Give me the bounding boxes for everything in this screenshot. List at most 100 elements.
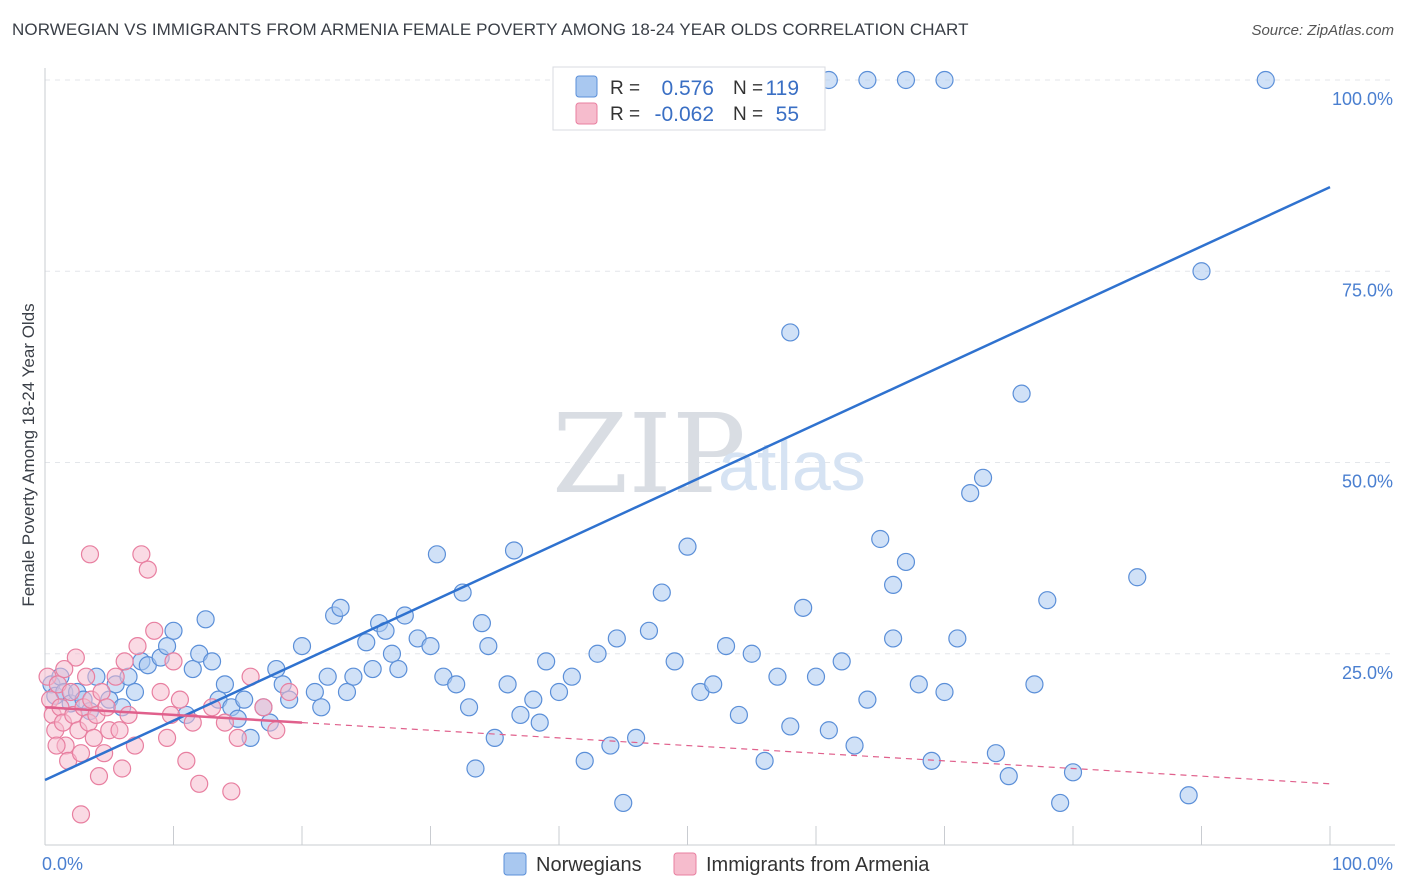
source-credit: Source: ZipAtlas.com <box>1251 22 1394 39</box>
trend-line-norwegians <box>44 185 1331 782</box>
armenia-point-15 <box>77 667 96 686</box>
armenia-point-27 <box>119 705 138 725</box>
bottom-legend-label-armenia: Immigrants from Armenia <box>706 854 930 876</box>
norwegian-point-90 <box>832 652 851 671</box>
armenia-point-40 <box>222 782 241 801</box>
legend-n-label-1: N = <box>733 78 763 99</box>
norwegian-point-52 <box>427 545 447 564</box>
norwegian-point-58 <box>472 614 491 633</box>
y-tick-labels: 25.0% 50.0% 75.0% 100.0% <box>1332 89 1393 683</box>
norwegian-point-110 <box>1179 786 1198 805</box>
norwegian-point-40 <box>331 598 350 617</box>
x-tick-label-1: 100.0% <box>1332 854 1393 874</box>
norwegian-point-72 <box>607 629 626 648</box>
bottom-legend-swatch-armenia <box>673 852 697 876</box>
armenia-point-23 <box>97 698 116 717</box>
armenia-point-34 <box>164 652 183 671</box>
armenia-point-49 <box>183 713 202 732</box>
norwegian-point-85 <box>768 667 787 686</box>
norwegian-point-76 <box>652 583 671 602</box>
norwegian-point-18 <box>164 621 183 640</box>
armenia-point-45 <box>280 682 299 702</box>
armenia-point-54 <box>128 636 147 656</box>
norwegian-point-74 <box>626 728 646 748</box>
norwegian-point-103 <box>999 767 1018 786</box>
norwegian-point-75 <box>639 621 659 640</box>
norwegian-point-119 <box>883 575 903 595</box>
norwegian-point-71 <box>601 736 620 755</box>
norwegian-point-105 <box>1025 675 1044 694</box>
norwegian-point-94 <box>883 629 903 648</box>
norwegian-point-17 <box>157 636 177 656</box>
norwegian-point-41 <box>337 682 357 702</box>
norwegian-point-116 <box>896 70 916 90</box>
norwegian-point-57 <box>466 759 485 778</box>
norwegian-point-107 <box>1051 793 1070 813</box>
norwegian-point-36 <box>305 682 324 702</box>
legend-r-value-1: 0.576 <box>661 77 714 100</box>
grid-lines <box>45 79 1395 655</box>
series-norwegians <box>42 70 1275 813</box>
norwegian-point-38 <box>318 667 337 686</box>
norwegian-point-92 <box>858 690 877 709</box>
norwegian-point-77 <box>665 652 684 671</box>
norwegian-point-83 <box>742 644 761 663</box>
y-axis-label: Female Poverty Among 18-24 Year Olds <box>19 303 38 606</box>
armenia-point-47 <box>80 545 100 564</box>
y-tick-label-0: 25.0% <box>1342 663 1393 683</box>
norwegian-point-106 <box>1038 591 1057 610</box>
norwegian-point-67 <box>549 682 569 702</box>
axes <box>44 68 1395 846</box>
norwegian-point-59 <box>479 636 498 656</box>
norwegian-point-104 <box>1012 384 1031 403</box>
armenia-point-46 <box>71 805 91 824</box>
norwegian-point-62 <box>504 541 524 560</box>
norwegian-point-22 <box>196 610 215 629</box>
legend-r-value-2: -0.062 <box>654 103 714 126</box>
y-tick-label-3: 100.0% <box>1332 89 1393 109</box>
legend-n-value-1: 119 <box>766 77 799 100</box>
armenia-point-29 <box>132 545 151 564</box>
legend-box: R = 0.576 N = 119 R = -0.062 N = 55 <box>552 66 826 131</box>
norwegian-point-99 <box>948 629 967 648</box>
norwegian-point-35 <box>292 636 312 656</box>
norwegian-point-28 <box>235 690 254 709</box>
armenia-point-25 <box>106 667 125 686</box>
norwegian-point-70 <box>588 644 607 663</box>
norwegian-point-97 <box>922 751 941 770</box>
norwegian-point-82 <box>729 705 749 725</box>
series-armenia <box>38 545 299 824</box>
norwegian-point-89 <box>819 721 838 740</box>
chart-title: NORWEGIAN VS IMMIGRANTS FROM ARMENIA FEM… <box>12 20 969 39</box>
norwegian-point-47 <box>382 644 402 663</box>
armenia-point-18 <box>84 728 103 748</box>
armenia-point-48 <box>115 652 134 671</box>
norwegian-point-84 <box>755 751 774 770</box>
norwegian-point-68 <box>562 667 581 686</box>
norwegian-point-44 <box>363 659 382 679</box>
armenia-point-37 <box>190 774 209 793</box>
watermark-zip: ZIP <box>552 390 746 518</box>
norwegian-point-25 <box>215 675 234 694</box>
norwegian-point-65 <box>530 713 549 732</box>
norwegian-point-118 <box>781 323 800 342</box>
norwegian-point-51 <box>421 636 440 656</box>
trend-lines <box>44 185 1331 785</box>
norwegian-point-61 <box>498 675 517 694</box>
norwegian-point-86 <box>781 717 800 736</box>
norwegian-point-109 <box>1128 568 1147 587</box>
norwegian-point-20 <box>183 659 202 679</box>
armenia-point-50 <box>55 659 74 679</box>
legend-n-label-2: N = <box>733 104 763 125</box>
armenia-point-32 <box>151 682 170 702</box>
norwegian-point-102 <box>986 744 1006 763</box>
norwegian-point-112 <box>1256 70 1275 90</box>
bottom-legend-swatch-norwegians <box>503 852 527 876</box>
norwegian-point-111 <box>1192 262 1211 281</box>
data-points <box>38 70 1275 824</box>
norwegian-point-87 <box>794 598 813 617</box>
armenia-point-41 <box>228 728 247 748</box>
norwegian-point-48 <box>389 659 408 679</box>
norwegian-point-96 <box>909 675 928 694</box>
